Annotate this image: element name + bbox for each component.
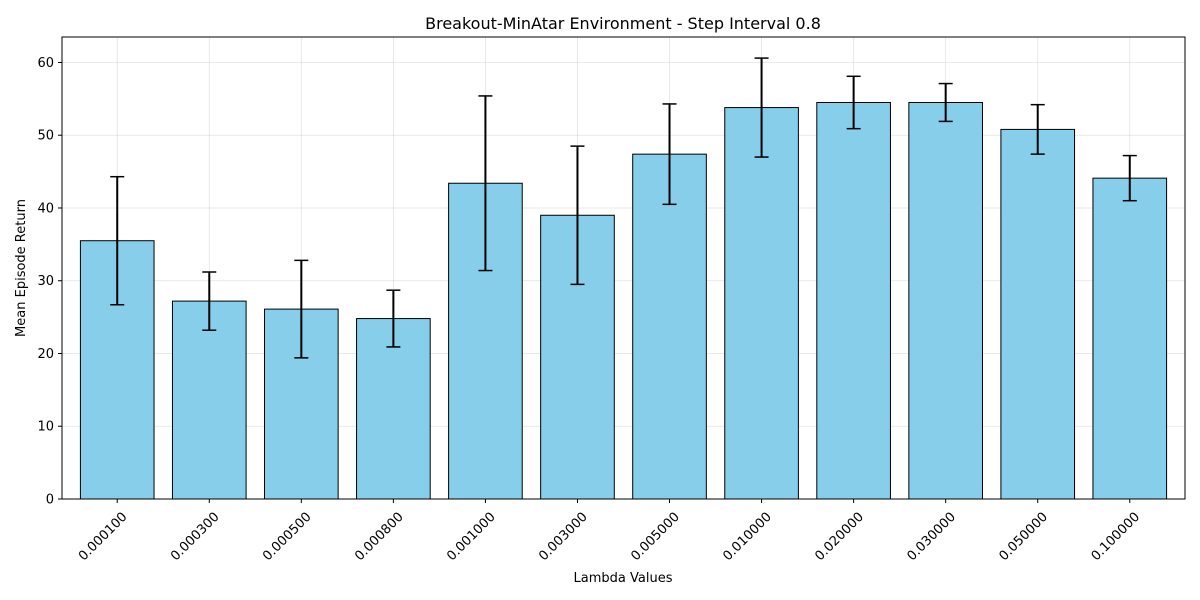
y-tick-label: 10 — [37, 420, 54, 435]
y-axis: 0 10 20 30 40 50 60 — [37, 56, 62, 508]
bar — [632, 153, 707, 500]
bar — [1000, 128, 1076, 500]
x-axis-label: Lambda Values — [574, 571, 673, 586]
plot-frame — [61, 36, 1186, 500]
y-tick-label: 40 — [37, 201, 54, 216]
bar — [1092, 177, 1168, 500]
y-tick-label: 60 — [37, 56, 54, 71]
bar — [724, 107, 799, 500]
y-tick-label: 50 — [37, 129, 54, 144]
y-tick-label: 20 — [37, 347, 54, 362]
y-tick-label: 30 — [37, 274, 54, 289]
bar — [908, 101, 983, 500]
y-axis-label: Mean Episode Return — [14, 199, 29, 337]
chart-title: Breakout-MinAtar Environment - Step Inte… — [425, 14, 821, 33]
y-tick-label: 0 — [46, 493, 54, 508]
error-bars — [110, 57, 1137, 359]
bar — [816, 101, 891, 500]
